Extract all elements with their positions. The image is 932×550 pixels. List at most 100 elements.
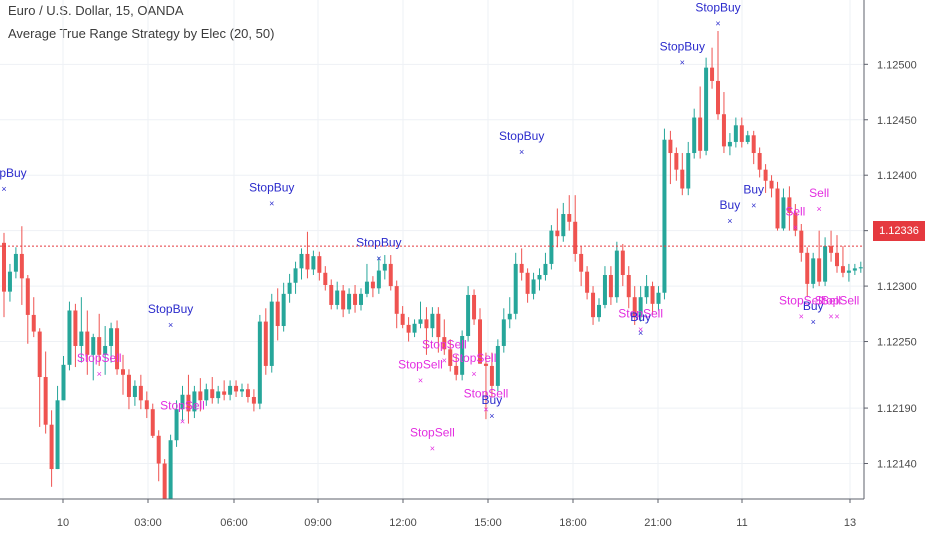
annotation-label: StopBuy bbox=[0, 166, 27, 180]
y-tick-label: 1.12190 bbox=[877, 403, 917, 415]
candle bbox=[775, 181, 780, 231]
annotation: × StopSell bbox=[815, 293, 860, 321]
grid bbox=[0, 0, 864, 499]
candle bbox=[769, 175, 774, 198]
annotation-label: Buy bbox=[743, 182, 764, 196]
candle bbox=[614, 241, 619, 303]
candle-body bbox=[311, 256, 316, 270]
annotation-label: StopSell bbox=[815, 293, 860, 307]
candle-body bbox=[775, 188, 780, 229]
signal-x-mark: × bbox=[1, 184, 6, 194]
signal-x-mark: × bbox=[793, 223, 798, 233]
candle-body bbox=[823, 246, 828, 282]
candle bbox=[501, 308, 506, 353]
candle-body bbox=[727, 141, 732, 147]
candle-body bbox=[846, 270, 851, 273]
candle-body bbox=[317, 256, 322, 273]
candle-body bbox=[769, 180, 774, 189]
candle bbox=[37, 328, 42, 427]
candle bbox=[97, 313, 102, 366]
candle-body bbox=[620, 250, 625, 276]
annotation: × Sell bbox=[821, 293, 841, 321]
candle-body bbox=[632, 297, 637, 318]
candle bbox=[335, 281, 340, 310]
candle-body bbox=[121, 369, 125, 375]
signal-x-mark: × bbox=[442, 356, 447, 366]
candle-body bbox=[561, 214, 566, 237]
candle-body bbox=[138, 385, 143, 401]
candle-body bbox=[799, 230, 804, 253]
signal-x-mark: × bbox=[483, 405, 488, 415]
candle-body bbox=[614, 250, 619, 298]
candle-body bbox=[686, 153, 691, 189]
candle bbox=[757, 147, 762, 178]
candle-body bbox=[573, 221, 578, 254]
candle bbox=[626, 266, 631, 309]
candle-body bbox=[460, 335, 465, 375]
x-tick-label: 13 bbox=[844, 517, 856, 529]
candle-body bbox=[180, 394, 185, 410]
candle bbox=[79, 297, 84, 363]
candle bbox=[579, 246, 584, 287]
candle-body bbox=[650, 286, 655, 304]
candle bbox=[109, 322, 114, 363]
candle-body bbox=[424, 319, 429, 329]
candle bbox=[329, 279, 334, 310]
annotation: × StopBuy bbox=[0, 166, 27, 194]
candle bbox=[829, 230, 834, 262]
candle bbox=[67, 301, 72, 371]
candle bbox=[370, 276, 375, 298]
candle-body bbox=[745, 135, 750, 142]
candle-body bbox=[531, 279, 536, 294]
candle-body bbox=[519, 263, 524, 273]
candle-body bbox=[805, 252, 810, 284]
candle bbox=[608, 266, 613, 305]
candle-body bbox=[269, 301, 274, 366]
candle bbox=[525, 268, 530, 303]
candle bbox=[858, 261, 863, 273]
candle bbox=[549, 225, 554, 270]
candle bbox=[2, 232, 6, 318]
annotation-label: Sell bbox=[785, 205, 805, 219]
signal-x-mark: × bbox=[638, 328, 643, 338]
candle bbox=[852, 263, 857, 276]
candle bbox=[103, 326, 108, 375]
candle-body bbox=[234, 385, 239, 392]
candle bbox=[733, 117, 738, 148]
candle bbox=[466, 286, 471, 342]
candle-body bbox=[150, 409, 155, 436]
candle bbox=[311, 250, 316, 276]
annotation: × StopBuy bbox=[356, 236, 401, 264]
annotation: × StopBuy bbox=[660, 39, 705, 67]
candle-body bbox=[704, 67, 709, 151]
candle bbox=[620, 243, 625, 287]
candle-body bbox=[472, 294, 477, 320]
candle bbox=[823, 237, 828, 287]
candle bbox=[198, 378, 203, 412]
candle bbox=[257, 314, 262, 410]
candle bbox=[7, 263, 12, 302]
signal-x-mark: × bbox=[269, 198, 274, 208]
candle bbox=[495, 339, 500, 392]
signal-x-mark: × bbox=[834, 311, 839, 321]
candle-body bbox=[716, 80, 720, 115]
candle bbox=[180, 385, 185, 421]
candle-body bbox=[43, 377, 48, 425]
candle-body bbox=[144, 400, 149, 410]
signal-x-mark: × bbox=[418, 376, 423, 386]
candle-body bbox=[585, 271, 590, 293]
candle-body bbox=[835, 252, 839, 267]
y-tick-label: 1.12140 bbox=[877, 459, 917, 471]
candle bbox=[55, 385, 60, 470]
candle-body bbox=[287, 282, 292, 294]
x-tick-label: 06:00 bbox=[220, 517, 248, 529]
annotation: × StopSell bbox=[452, 351, 497, 379]
candle-body bbox=[91, 337, 96, 355]
candle bbox=[263, 308, 268, 375]
candle-body bbox=[49, 424, 54, 470]
annotation-label: StopSell bbox=[452, 351, 497, 365]
candle-body bbox=[525, 272, 530, 294]
candle-body bbox=[733, 125, 738, 142]
candle bbox=[115, 320, 120, 375]
